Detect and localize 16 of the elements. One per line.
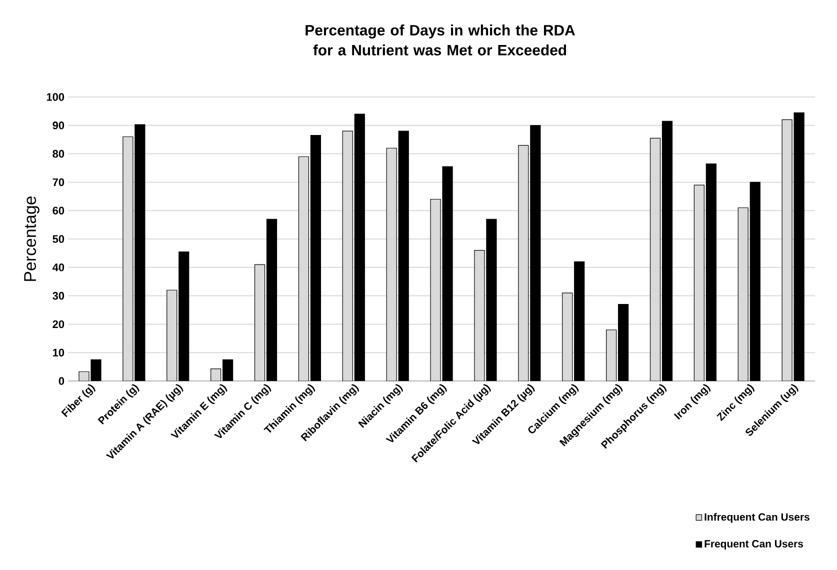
chart-title: Percentage of Days in which the RDA for a Nutrient was Met or Exceeded	[306, 24, 575, 56]
y-tick-label: 90	[52, 122, 64, 130]
y-axis-title: Percentage	[24, 196, 40, 281]
y-tick-label: 70	[52, 178, 64, 186]
y-tick-label: 60	[52, 206, 64, 214]
y-tick-label: 40	[52, 264, 64, 272]
y-tick-label: 100	[46, 93, 64, 101]
y-tick-label: 10	[53, 348, 64, 356]
legend-label: Frequent Can Users	[704, 540, 804, 550]
y-tick-label: 50	[52, 235, 64, 243]
y-tick-label: 0	[58, 377, 64, 385]
legend-label: Infrequent Can Users	[704, 512, 810, 523]
y-tick-label: 20	[52, 320, 64, 328]
y-tick-label: 30	[52, 292, 64, 300]
y-tick-label: 80	[52, 150, 64, 158]
bar	[210, 368, 221, 381]
